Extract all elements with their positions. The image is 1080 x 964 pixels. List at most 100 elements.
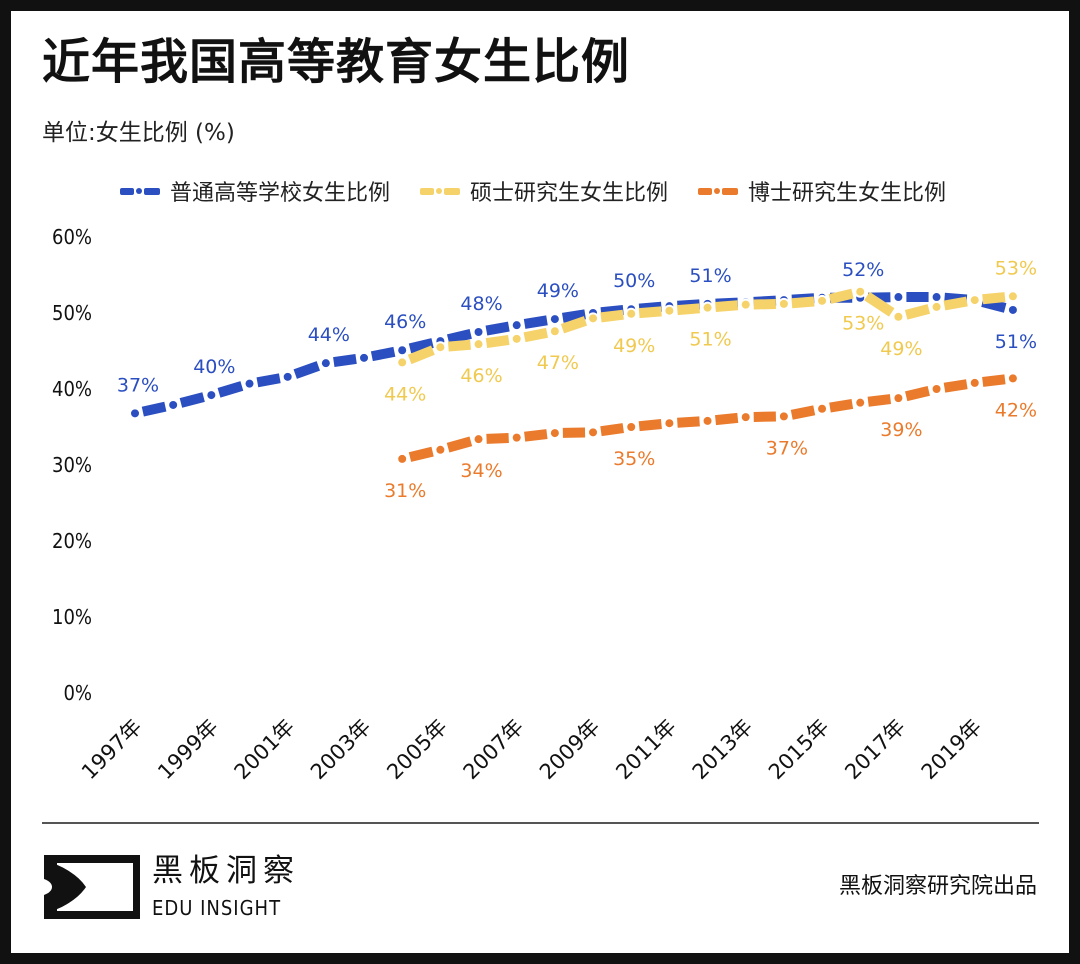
data-point[interactable] <box>970 378 979 387</box>
data-point[interactable] <box>398 454 407 463</box>
data-point[interactable] <box>245 379 254 388</box>
data-point[interactable] <box>703 416 712 425</box>
y-tick-label: 0% <box>63 681 92 705</box>
series-line-segment <box>179 392 205 408</box>
data-point[interactable] <box>436 445 445 454</box>
data-point[interactable] <box>589 428 598 437</box>
data-point[interactable] <box>169 400 178 409</box>
data-label: 51% <box>689 265 731 287</box>
data-point[interactable] <box>1008 292 1017 301</box>
x-tick-label: 2009年 <box>535 715 605 785</box>
data-point[interactable] <box>665 419 674 428</box>
data-label: 42% <box>995 399 1037 421</box>
data-point[interactable] <box>665 306 674 315</box>
legend-label-doctor: 博士研究生女生比例 <box>748 181 947 206</box>
series-line-segment <box>408 338 434 354</box>
series-line-segment <box>791 296 815 309</box>
data-point[interactable] <box>818 404 827 413</box>
data-point[interactable] <box>703 303 712 312</box>
data-label: 37% <box>117 374 159 396</box>
chart-title: 近年我国高等教育女生比例 <box>42 34 631 90</box>
series-line-segment <box>904 304 931 320</box>
data-point[interactable] <box>818 296 827 305</box>
data-point[interactable] <box>779 299 788 308</box>
data-point[interactable] <box>894 312 903 321</box>
data-point[interactable] <box>436 343 445 352</box>
legend-swatch-master <box>420 186 461 196</box>
data-label: 49% <box>537 280 579 302</box>
x-tick-label: 2017年 <box>840 715 910 785</box>
series-line-segment <box>982 374 1006 387</box>
data-point[interactable] <box>856 398 865 407</box>
footer-divider <box>42 822 1039 824</box>
series-line-segment <box>829 399 854 413</box>
data-label: 51% <box>689 329 731 351</box>
data-point[interactable] <box>932 385 941 393</box>
data-point[interactable] <box>474 328 483 336</box>
data-point[interactable] <box>550 429 559 438</box>
x-tick-label: 1997年 <box>77 715 147 785</box>
data-point[interactable] <box>131 409 139 418</box>
data-point[interactable] <box>1008 305 1017 314</box>
data-label: 52% <box>842 259 884 281</box>
data-point[interactable] <box>779 412 788 421</box>
data-point[interactable] <box>550 315 559 324</box>
data-label: 49% <box>613 335 655 357</box>
data-point[interactable] <box>512 321 521 330</box>
series-line-segment <box>485 334 510 349</box>
series-line-segment <box>524 429 548 442</box>
data-point[interactable] <box>627 309 636 318</box>
data-point[interactable] <box>207 391 216 400</box>
series-line-segment <box>982 292 1006 305</box>
series-line-segment <box>370 346 396 362</box>
x-tick-label: 2013年 <box>688 715 758 785</box>
y-tick-label: 60% <box>52 225 92 249</box>
data-point[interactable] <box>856 287 865 296</box>
data-point[interactable] <box>932 302 941 311</box>
data-point[interactable] <box>321 359 330 368</box>
data-point[interactable] <box>741 413 750 422</box>
x-tick-label: 2007年 <box>459 715 529 785</box>
eye-frame-logo-icon <box>44 855 140 919</box>
series-2 <box>396 372 1019 465</box>
data-point[interactable] <box>894 293 903 302</box>
series-line-segment <box>446 328 472 345</box>
data-point[interactable] <box>398 346 407 355</box>
data-point[interactable] <box>627 423 636 431</box>
series-line-segment <box>486 432 509 444</box>
data-point[interactable] <box>894 394 903 403</box>
line-chart: 0% 10% 20% 30% 40% 50% 60% 1997年 1999年 2001年 2003年… <box>52 225 1037 785</box>
data-label: 46% <box>460 365 502 387</box>
data-point[interactable] <box>474 340 483 349</box>
unit-label: 单位:女生比例 (%) <box>42 120 235 146</box>
data-point[interactable] <box>589 314 598 323</box>
x-tick-label: 2015年 <box>764 715 834 785</box>
series-line-segment <box>943 296 968 311</box>
data-label: 48% <box>460 293 502 315</box>
data-point[interactable] <box>360 353 369 362</box>
series-line-segment <box>867 394 892 407</box>
data-point[interactable] <box>932 293 941 302</box>
x-tick-label: 2005年 <box>382 715 452 785</box>
legend-item-doctor[interactable]: 博士研究生女生比例 <box>698 175 946 207</box>
series-line-segment <box>676 303 700 316</box>
data-label: 40% <box>193 356 235 378</box>
data-point[interactable] <box>398 358 407 367</box>
data-point[interactable] <box>741 300 750 309</box>
data-label: 49% <box>880 338 922 360</box>
legend-item-undergrad[interactable]: 普通高等学校女生比例 <box>120 175 390 207</box>
data-point[interactable] <box>512 433 521 442</box>
y-tick-label: 30% <box>52 453 92 477</box>
data-point[interactable] <box>970 296 979 305</box>
data-point[interactable] <box>283 372 292 381</box>
series-line-segment <box>600 309 624 323</box>
data-point[interactable] <box>474 435 483 444</box>
legend-item-master[interactable]: 硕士研究生女生比例 <box>420 175 668 207</box>
data-point[interactable] <box>512 334 521 343</box>
legend-label-undergrad: 普通高等学校女生比例 <box>170 181 391 206</box>
data-label: 31% <box>384 480 426 502</box>
legend-swatch-doctor <box>698 186 739 196</box>
data-point[interactable] <box>1008 374 1017 383</box>
y-tick-label: 50% <box>52 301 92 325</box>
data-point[interactable] <box>550 327 559 336</box>
